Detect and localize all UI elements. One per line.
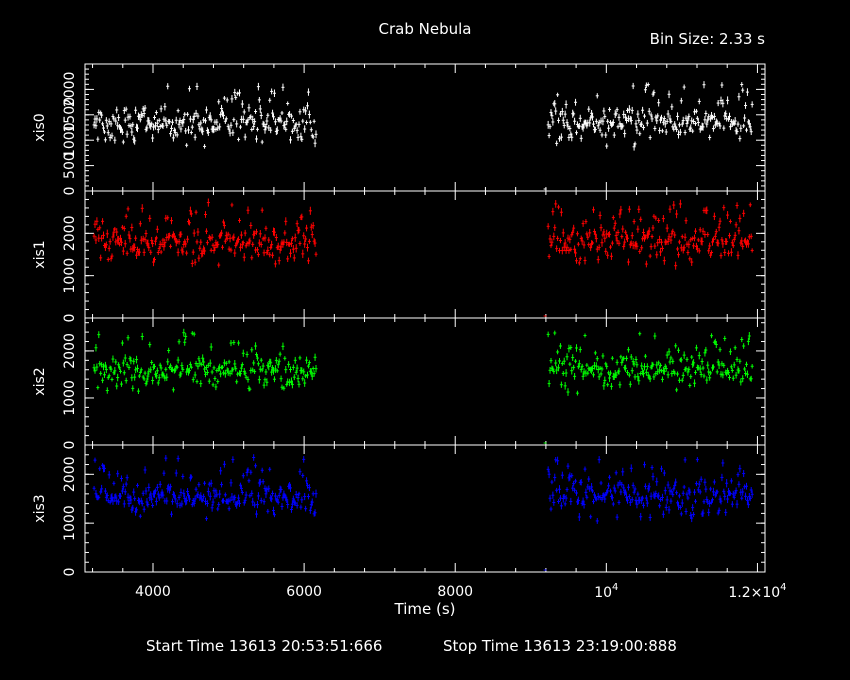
x-tick-label: 1.2×104 bbox=[728, 582, 786, 601]
panel-xis2: 0 1000 2000 xis2 bbox=[32, 317, 766, 450]
y-tick-label: 500 bbox=[62, 152, 78, 179]
y-tick-label: 0 bbox=[62, 568, 78, 577]
series-xis1 bbox=[92, 198, 754, 317]
y-tick-label: 1000 bbox=[62, 122, 78, 158]
panel-frame bbox=[84, 444, 766, 573]
y-tick-label: 2000 bbox=[62, 216, 78, 252]
y-tick-label: 0 bbox=[62, 314, 78, 323]
x-tick-label: 8000 bbox=[437, 584, 473, 600]
y-tick-label: 1500 bbox=[62, 97, 78, 133]
panel-xis3: 0 1000 2000 xis3 bbox=[32, 444, 766, 577]
x-tick-label: 104 bbox=[594, 582, 618, 601]
series-xis3 bbox=[92, 454, 754, 571]
x-axis: 4000 6000 8000 104 1.2×104 bbox=[135, 582, 786, 601]
y-tick-label: 0 bbox=[62, 441, 78, 450]
stop-time-label: Stop Time 13613 23:19:00:888 bbox=[443, 637, 677, 655]
y-tick-label: 2000 bbox=[62, 456, 78, 492]
panel-frame bbox=[84, 317, 766, 446]
panel-xis1: 0 1000 2000 xis1 bbox=[32, 190, 766, 323]
panel-frame bbox=[84, 63, 766, 192]
x-axis-label: Time (s) bbox=[394, 600, 456, 618]
series-xis2 bbox=[92, 328, 754, 444]
y-tick-label: 1000 bbox=[62, 380, 78, 416]
bin-size-label: Bin Size: 2.33 s bbox=[650, 30, 766, 48]
x-tick-label: 6000 bbox=[286, 584, 322, 600]
y-tick-label: 2000 bbox=[62, 72, 78, 108]
chart-title: Crab Nebula bbox=[379, 20, 472, 38]
y-tick-label: 2000 bbox=[62, 333, 78, 369]
y-tick-label: 0 bbox=[62, 187, 78, 196]
y-axis-label: xis2 bbox=[32, 367, 48, 395]
y-tick-label: 1000 bbox=[62, 505, 78, 541]
y-axis-label: xis3 bbox=[32, 494, 48, 522]
panel-stack: 0500100015002000xis0010002000xis10100020… bbox=[32, 63, 766, 577]
y-axis-label: xis0 bbox=[32, 113, 48, 141]
start-time-label: Start Time 13613 20:53:51:666 bbox=[146, 637, 382, 655]
x-tick-label: 4000 bbox=[135, 584, 171, 600]
series-xis0 bbox=[92, 81, 754, 190]
y-axis-label: xis1 bbox=[32, 240, 48, 268]
y-tick-label: 1000 bbox=[62, 258, 78, 294]
